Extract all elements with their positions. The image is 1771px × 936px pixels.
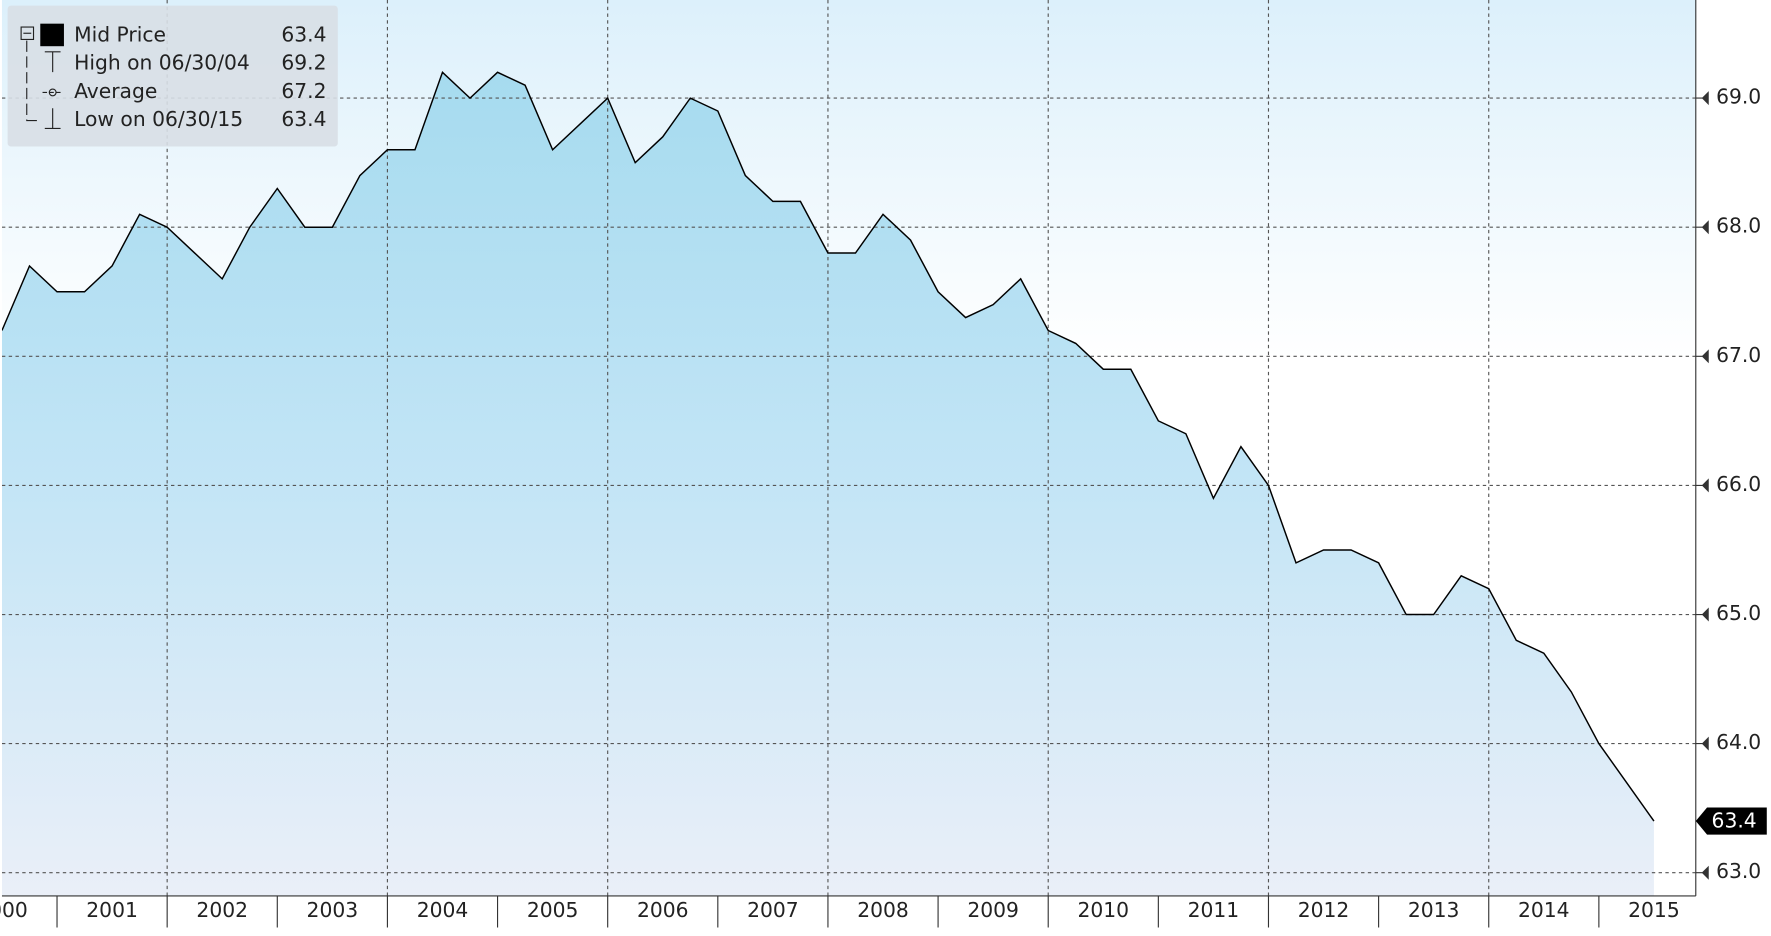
legend-value: 63.4	[281, 107, 326, 131]
x-tick-label: 2000	[0, 898, 28, 922]
legend-value: 69.2	[281, 51, 326, 75]
x-tick-label: 2002	[196, 898, 248, 922]
legend-value: 63.4	[281, 23, 326, 47]
x-tick-label: 2004	[417, 898, 469, 922]
legend-value: 67.2	[281, 79, 326, 103]
y-tick	[1695, 91, 1709, 106]
x-tick-label: 2003	[307, 898, 359, 922]
y-tick	[1695, 736, 1709, 751]
x-tick-label: 2014	[1518, 898, 1570, 922]
x-tick-label: 2007	[747, 898, 799, 922]
y-tick	[1695, 607, 1709, 622]
y-tick	[1695, 349, 1709, 364]
plot-area	[1, 0, 1696, 896]
collapse-icon[interactable]	[20, 26, 35, 41]
high-icon	[44, 51, 61, 73]
y-tick-label: 68.0	[1716, 214, 1761, 238]
legend-tree	[26, 40, 39, 122]
x-tick-label: 2015	[1628, 898, 1680, 922]
legend-swatch	[40, 23, 64, 47]
legend-label: Low on 06/30/15	[74, 107, 243, 131]
y-tick	[1695, 220, 1709, 235]
legend-box	[7, 5, 338, 147]
y-tick-label: 67.0	[1716, 343, 1761, 367]
legend-label: Mid Price	[74, 23, 166, 47]
x-tick-label: 2009	[967, 898, 1019, 922]
x-tick-label: 2006	[637, 898, 689, 922]
y-tick-label: 69.0	[1716, 85, 1761, 109]
y-tick-label: 65.0	[1716, 601, 1761, 625]
legend-label: High on 06/30/04	[74, 51, 250, 75]
line	[1, 70, 1655, 822]
last-value-label: 63.4	[1712, 809, 1757, 833]
last-value-badge	[1695, 807, 1767, 835]
x-tick-label: 2005	[527, 898, 579, 922]
y-tick-label: 64.0	[1716, 730, 1761, 754]
y-tick	[1695, 478, 1709, 493]
x-tick-label: 2001	[86, 898, 138, 922]
x-tick-label: 2011	[1188, 898, 1240, 922]
x-tick-label: 2013	[1408, 898, 1460, 922]
y-tick-label: 66.0	[1716, 472, 1761, 496]
legend-label: Average	[74, 79, 157, 103]
x-tick-label: 2010	[1077, 898, 1129, 922]
x-tick-label: 2012	[1298, 898, 1350, 922]
y-tick	[1695, 865, 1709, 880]
y-tick-label: 63.0	[1716, 859, 1761, 883]
legend: Mid Price 63.4 High on 06/30/04 69.2 Ave…	[7, 5, 338, 147]
area-fill	[1, 72, 1654, 896]
low-icon	[44, 108, 61, 130]
x-tick-label: 2008	[857, 898, 909, 922]
average-icon-dot	[48, 88, 57, 97]
